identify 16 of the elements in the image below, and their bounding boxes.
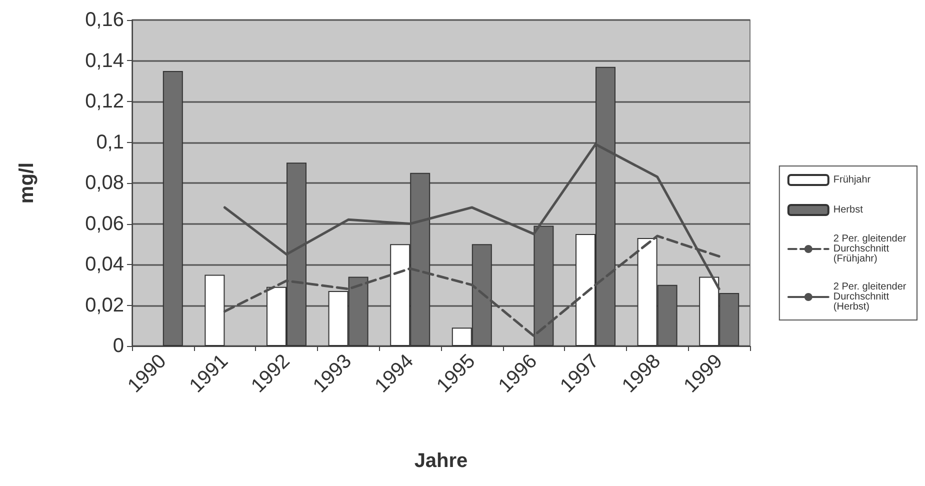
y-tick-label: 0,12 bbox=[85, 90, 124, 112]
y-tick-label: 0,1 bbox=[96, 131, 124, 154]
legend-label: Frühjahr bbox=[833, 174, 872, 186]
y-tick-label: 0,08 bbox=[85, 172, 124, 194]
legend-label: 2 Per. gleitender Durchschnitt (Herbst) bbox=[833, 282, 910, 312]
y-tick-label: 0,14 bbox=[85, 50, 124, 72]
y-tick-label: 0 bbox=[112, 335, 124, 357]
legend-label: 2 Per. gleitender Durchschnitt (Frühjahr) bbox=[833, 234, 910, 264]
y-tick-label: 0,16 bbox=[85, 9, 124, 31]
y-tick-label: 0,06 bbox=[85, 212, 124, 235]
legend-label: Herbst bbox=[833, 204, 864, 216]
x-axis-title: Jahre bbox=[414, 450, 468, 472]
y-tick-label: 0,02 bbox=[85, 294, 124, 316]
bar bbox=[204, 274, 225, 346]
y-tick-label: 0,04 bbox=[85, 254, 124, 276]
y-axis-title: mg/l bbox=[16, 162, 38, 204]
